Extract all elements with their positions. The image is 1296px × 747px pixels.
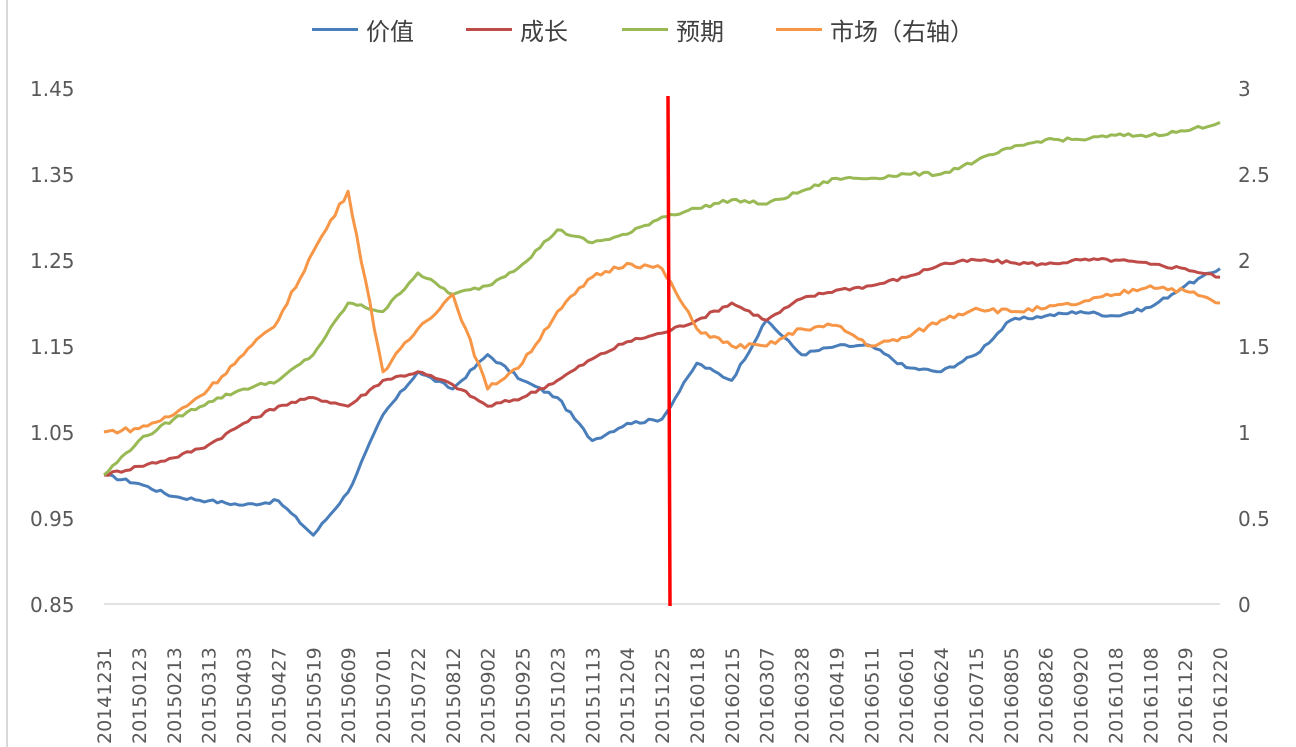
- x-tick-label: 20150902: [478, 647, 500, 744]
- right-tick-label: 1.5: [1238, 335, 1270, 359]
- x-tick-label: 20160805: [1001, 647, 1023, 744]
- x-tick-label: 20161220: [1210, 647, 1232, 744]
- x-tick-label: 20160715: [966, 647, 988, 744]
- right-tick-label: 0.5: [1238, 507, 1270, 531]
- x-tick-label: 20150812: [443, 647, 465, 744]
- series-line-0: [103, 267, 1221, 537]
- x-tick-label: 20150313: [199, 647, 221, 744]
- left-tick-label: 0.95: [30, 507, 75, 531]
- x-tick-label: 20160920: [1071, 647, 1093, 744]
- x-tick-label: 20160601: [896, 647, 918, 744]
- x-tick-label: 20161018: [1105, 647, 1127, 744]
- series-line-2: [103, 121, 1221, 477]
- x-tick-label: 20160215: [722, 647, 744, 744]
- legend-item-expectation: 预期: [622, 14, 724, 46]
- x-tick-label: 20151204: [617, 647, 639, 744]
- x-tick-label: 20150427: [268, 647, 290, 744]
- left-tick-label: 1.25: [30, 249, 75, 273]
- x-tick-label: 20150213: [164, 647, 186, 744]
- series-line-3: [103, 189, 1221, 435]
- x-tick-label: 20151225: [652, 647, 674, 744]
- right-tick-label: 1: [1238, 421, 1251, 445]
- legend-label-growth: 成长: [520, 17, 568, 46]
- legend-label-market: 市场（右轴）: [830, 17, 974, 46]
- x-tick-label: 20160307: [757, 647, 779, 744]
- x-tick-label: 20160328: [792, 647, 814, 744]
- x-tick-label: 20161108: [1140, 647, 1162, 744]
- left-tick-label: 1.15: [30, 335, 75, 359]
- left-tick-label: 1.05: [30, 421, 75, 445]
- series-line-1: [103, 257, 1221, 477]
- right-tick-label: 2: [1238, 249, 1251, 273]
- right-tick-label: 0: [1238, 593, 1251, 617]
- legend-item-growth: 成长: [466, 14, 568, 46]
- legend-swatch-expectation: [622, 27, 668, 31]
- x-tick-label: 20160419: [826, 647, 848, 744]
- left-axis: 1.45 1.35 1.25 1.15 1.05 0.95 0.85: [30, 77, 75, 617]
- x-axis: 20141231 20150123 20150213 20150313 20150403…: [94, 603, 1232, 744]
- series-lines: [103, 121, 1221, 537]
- left-tick-label: 1.35: [30, 163, 75, 187]
- reference-line-group: [666, 95, 672, 607]
- legend-item-value: 价值: [312, 14, 414, 46]
- x-tick-label: 20160826: [1036, 647, 1058, 744]
- x-tick-label: 20161129: [1175, 647, 1197, 744]
- x-tick-label: 20151113: [582, 647, 604, 744]
- right-tick-label: 3: [1238, 77, 1251, 101]
- x-tick-label: 20150609: [338, 647, 360, 744]
- legend-item-market: 市场（右轴）: [776, 14, 974, 46]
- left-tick-label: 0.85: [30, 593, 75, 617]
- x-tick-label: 20150701: [373, 647, 395, 744]
- x-tick-label: 20160118: [687, 647, 709, 744]
- x-tick-label: 20150519: [303, 647, 325, 744]
- x-tick-label: 20150403: [234, 647, 256, 744]
- legend-swatch-value: [312, 27, 358, 31]
- x-tick-label: 20160624: [931, 647, 953, 744]
- x-tick-label: 20150722: [408, 647, 430, 744]
- legend-label-expectation: 预期: [676, 17, 724, 46]
- right-tick-label: 2.5: [1238, 163, 1270, 187]
- legend-swatch-market: [776, 27, 822, 31]
- x-tick-label: 20160511: [861, 647, 883, 744]
- x-tick-label: 20151023: [547, 647, 569, 744]
- reference-line: [666, 95, 672, 607]
- left-tick-label: 1.45: [30, 77, 75, 101]
- x-tick-label: 20150925: [513, 647, 535, 744]
- legend-swatch-growth: [466, 27, 512, 31]
- legend-label-value: 价值: [366, 17, 414, 46]
- x-tick-label: 20150123: [129, 647, 151, 744]
- x-tick-label: 20141231: [94, 647, 116, 744]
- plot-left-border: [6, 0, 8, 747]
- right-axis: 3 2.5 2 1.5 1 0.5 0: [1238, 77, 1270, 617]
